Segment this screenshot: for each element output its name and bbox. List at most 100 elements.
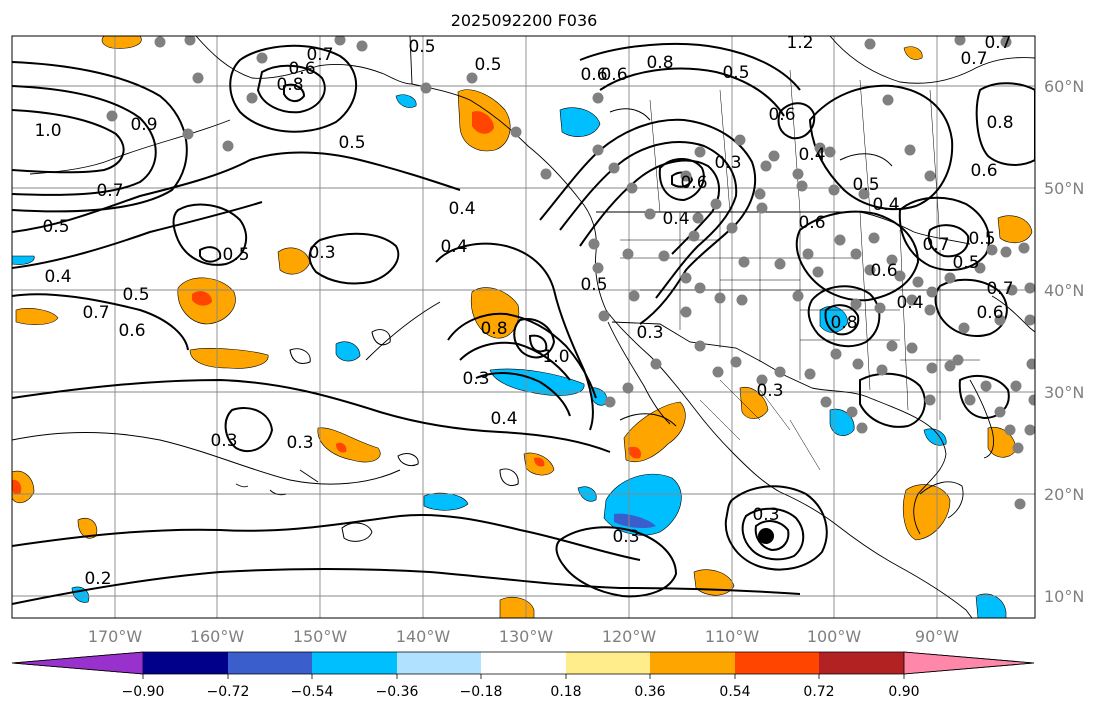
contour-label: 0.5 <box>852 175 879 195</box>
station-dot <box>730 356 742 368</box>
contour-line <box>934 278 1008 337</box>
station-dot <box>760 160 772 172</box>
contour-line <box>12 109 125 174</box>
border-mexico-states <box>699 379 821 471</box>
station-dot <box>1012 442 1024 454</box>
station-dot <box>944 272 956 284</box>
station-dot <box>598 310 610 322</box>
colorbar-segment <box>650 652 735 674</box>
contour-line <box>724 485 828 571</box>
shade-patch <box>317 427 381 463</box>
station-dot <box>924 304 936 316</box>
shade-patch <box>559 107 601 137</box>
station-dot <box>680 170 692 182</box>
contour-line <box>308 232 400 285</box>
shade-patch <box>15 308 59 325</box>
station-dot <box>182 128 194 140</box>
shade-patch <box>472 111 494 134</box>
contour-label: 0.3 <box>636 323 663 343</box>
contour-line <box>599 67 785 117</box>
colorbar-tick-label: 0.90 <box>888 684 919 700</box>
colorbar-segment <box>228 652 312 674</box>
station-dot <box>886 254 898 266</box>
lon-label: 150°W <box>293 627 348 646</box>
station-dot <box>644 208 656 220</box>
shade-patch <box>628 446 642 459</box>
lat-label: 50°N <box>1044 179 1084 198</box>
contour-label: 0.3 <box>756 381 783 401</box>
contour-line <box>579 43 801 91</box>
contour-label: 0.7 <box>306 45 333 65</box>
coastline-yucatan <box>919 481 964 519</box>
contour-line <box>12 378 611 453</box>
station-dot <box>904 144 916 156</box>
colorbar-tick-label: 0.54 <box>719 684 750 700</box>
contour-label: 0.5 <box>580 275 607 295</box>
lat-label: 60°N <box>1044 77 1084 96</box>
contour-line <box>619 413 677 427</box>
station-dot <box>622 382 634 394</box>
station-dot <box>858 188 870 200</box>
station-dot <box>688 230 700 242</box>
contour-line <box>12 85 157 196</box>
shade-patch <box>923 428 947 446</box>
shade-patch <box>189 348 269 369</box>
contour-label: 0.5 <box>42 217 69 237</box>
coastline-aleutians <box>29 119 231 175</box>
contour-line <box>224 407 274 453</box>
contour-line <box>12 568 801 605</box>
contour-line <box>499 468 519 486</box>
station-dot <box>106 110 118 122</box>
station-dot <box>1024 282 1035 294</box>
station-dot <box>1006 284 1018 296</box>
contour-line <box>824 304 860 336</box>
station-dot <box>734 134 746 146</box>
station-dot <box>1014 498 1026 510</box>
coastline-hudson <box>829 36 1035 84</box>
contour-label: 0.6 <box>580 65 607 85</box>
lat-label: 40°N <box>1044 281 1084 300</box>
station-dot <box>792 168 804 180</box>
coastline-baja <box>607 321 671 425</box>
colorbar-segment <box>143 652 228 674</box>
station-dot <box>650 358 662 370</box>
contour-label: 0.4 <box>44 267 71 287</box>
contour-line <box>371 329 391 346</box>
coastline-atlantic <box>991 295 1035 333</box>
contour-label: 0.8 <box>276 75 303 95</box>
station-dot <box>1024 424 1035 436</box>
station-dot <box>980 380 992 392</box>
station-dot <box>710 198 722 210</box>
colorbar-segment <box>566 652 650 674</box>
contour-label: 1.0 <box>542 347 569 367</box>
map-title: 2025092200 F036 <box>451 11 598 30</box>
contour-line <box>12 151 461 233</box>
station-dot <box>906 342 918 354</box>
coastline-alaska <box>195 36 413 85</box>
contour-label: 0.7 <box>922 235 949 255</box>
coastline-north-america <box>409 36 973 618</box>
contour-line <box>256 64 326 114</box>
station-dot <box>768 150 780 162</box>
station-dot <box>820 396 832 408</box>
station-dot <box>588 238 600 250</box>
shade-patch <box>903 484 951 541</box>
contour-label: 0.7 <box>96 181 123 201</box>
latitude-labels: 60°N 50°N 40°N 30°N 20°N 10°N <box>1044 77 1084 606</box>
station-dot <box>812 266 824 278</box>
contour-line <box>199 246 222 263</box>
contour-label: 0.6 <box>680 173 707 193</box>
station-dot <box>774 366 786 378</box>
contour-label: 0.3 <box>210 431 237 451</box>
contour-label: 1.2 <box>786 33 813 53</box>
contour-line <box>609 108 651 121</box>
contour-line <box>447 312 597 399</box>
contour-line <box>658 158 705 202</box>
contour-line <box>12 513 641 561</box>
lon-label: 170°W <box>88 627 143 646</box>
contour-line <box>229 44 357 133</box>
shade-patch <box>489 368 585 396</box>
shade-patch <box>739 386 769 419</box>
station-dot <box>804 368 816 380</box>
